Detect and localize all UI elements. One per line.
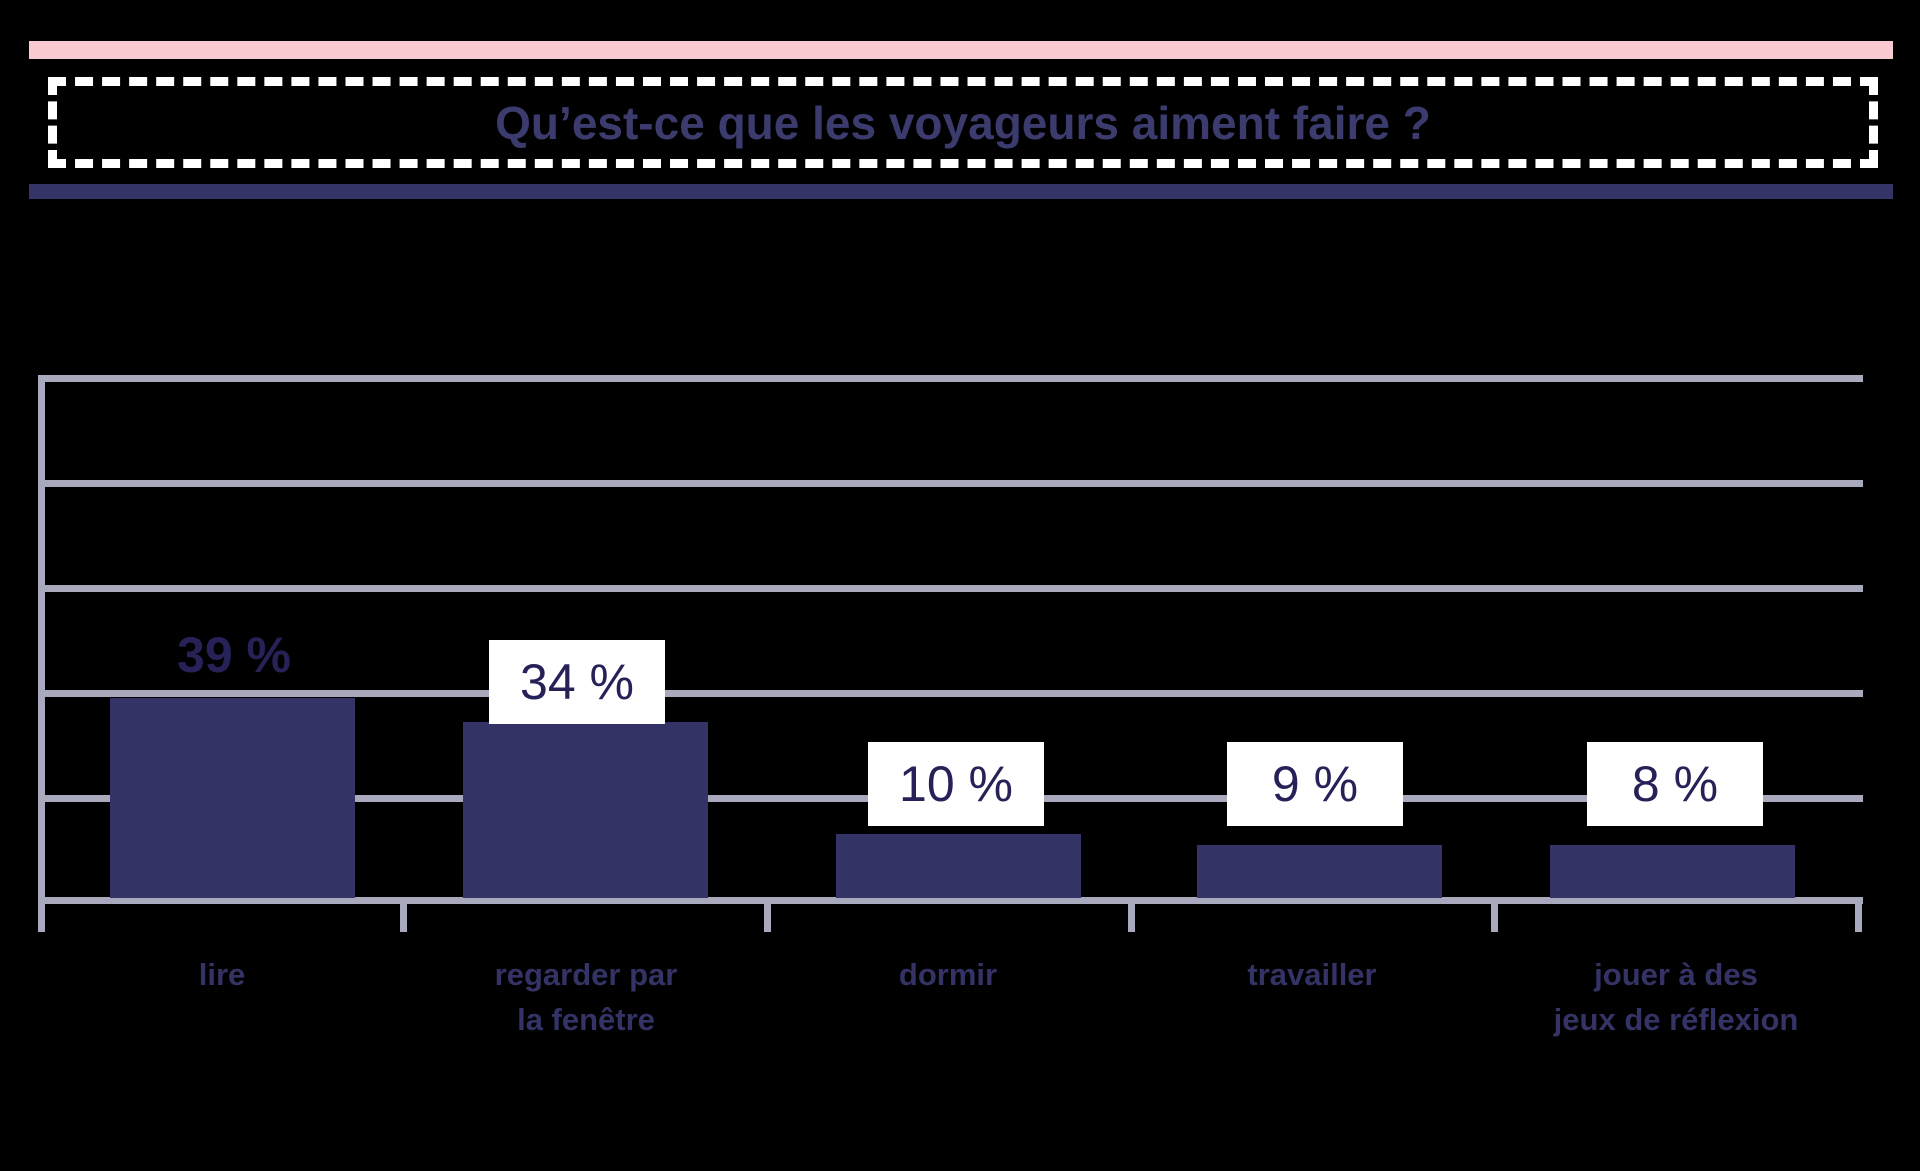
title-dashed-frame: Qu’est-ce que les voyageurs aiment faire… — [48, 77, 1878, 168]
bar-travailler — [1197, 845, 1442, 898]
value-box-dormir: 10 % — [868, 742, 1044, 826]
y-axis-line — [38, 375, 45, 932]
gridline-80 — [38, 480, 1863, 487]
category-label-travailler: travailler — [1102, 952, 1522, 997]
category-label-line: la fenêtre — [517, 1002, 655, 1037]
bar-regarder-par-la-fenetre — [463, 722, 708, 898]
category-label-line: jeux de réflexion — [1553, 1002, 1799, 1037]
value-box-jouer: 8 % — [1587, 742, 1763, 826]
value-label-dormir: 10 % — [899, 756, 1013, 812]
category-label-line: lire — [198, 957, 246, 992]
category-label-line: travailler — [1247, 957, 1377, 992]
value-label-travailler: 9 % — [1271, 756, 1359, 812]
x-axis-tick-4 — [1491, 897, 1498, 932]
category-label-line: jouer à des — [1594, 957, 1758, 992]
bar-lire — [110, 698, 355, 898]
category-label-line: dormir — [898, 957, 998, 992]
category-label-regarder: regarder par la fenêtre — [376, 952, 796, 1042]
bar-dormir — [836, 834, 1081, 898]
navy-divider-rule — [29, 184, 1893, 199]
x-axis-tick-1 — [400, 897, 407, 932]
bar-jouer-jeux-reflexion — [1550, 845, 1795, 898]
gridline-40 — [38, 690, 1863, 697]
x-axis-tick-2 — [764, 897, 771, 932]
page-title: Qu’est-ce que les voyageurs aiment faire… — [495, 96, 1431, 149]
x-axis-tick-3 — [1128, 897, 1135, 932]
pink-header-band — [29, 41, 1893, 59]
gridline-60 — [38, 585, 1863, 592]
gridline-100 — [38, 375, 1863, 382]
x-axis-tick-5 — [1855, 897, 1862, 932]
value-label-lire: 39 % — [177, 627, 291, 683]
value-box-regarder: 34 % — [489, 640, 665, 724]
category-label-jouer: jouer à des jeux de réflexion — [1466, 952, 1886, 1042]
value-box-travailler: 9 % — [1227, 742, 1403, 826]
value-label-regarder: 34 % — [520, 654, 634, 710]
value-label-jouer: 8 % — [1631, 756, 1719, 812]
category-label-dormir: dormir — [738, 952, 1158, 997]
x-axis-baseline — [38, 897, 1863, 904]
category-label-lire: lire — [12, 952, 432, 997]
category-label-line: regarder par — [494, 957, 678, 992]
